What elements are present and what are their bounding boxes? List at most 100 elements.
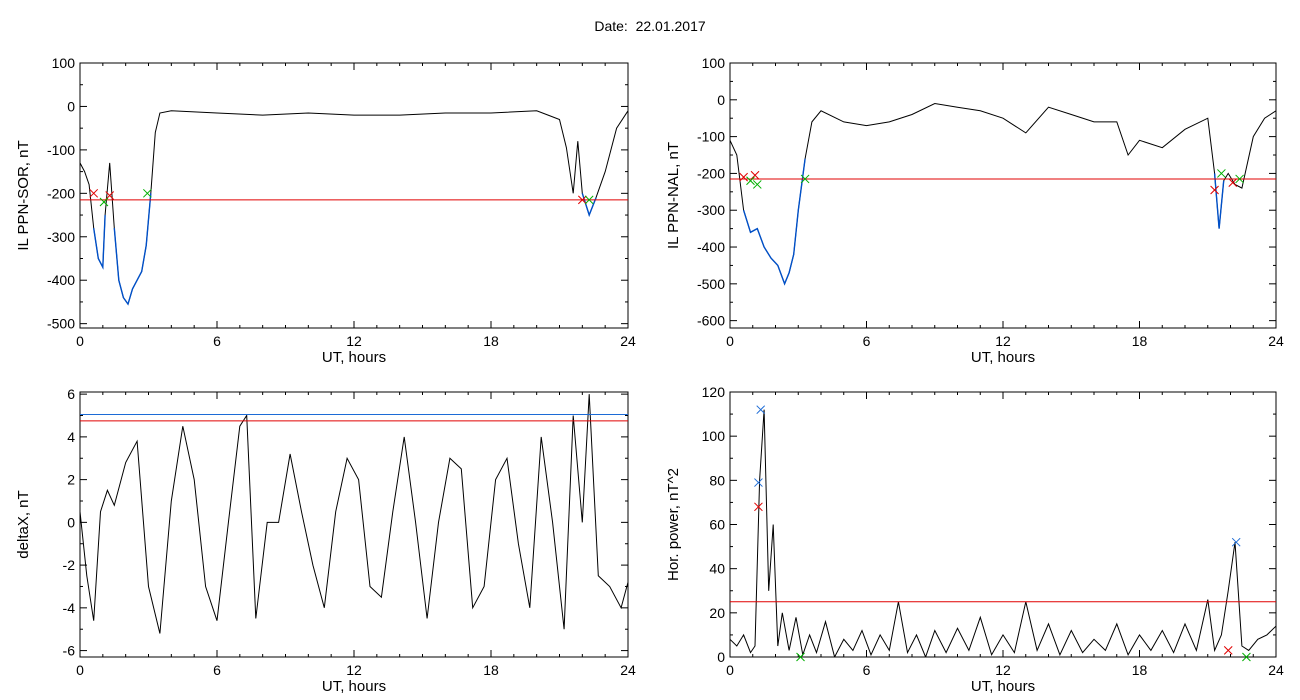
marker-x (143, 188, 152, 198)
marker-x (796, 652, 805, 662)
series-line (80, 394, 628, 634)
y-tick-label: 20 (709, 605, 725, 621)
plot-frame (729, 62, 1277, 329)
y-axis-label: deltaX, nT (15, 490, 32, 558)
marker-x (739, 172, 749, 182)
y-tick-label: 100 (702, 55, 726, 71)
x-tick-label: 6 (213, 333, 221, 349)
plot-area (80, 394, 628, 634)
y-tick-label: -100 (47, 142, 75, 158)
series-line (80, 110, 628, 306)
marker-x (1242, 652, 1251, 662)
x-tick-label: 0 (726, 662, 734, 678)
marker-x (99, 197, 109, 207)
y-tick-label: -400 (47, 272, 75, 288)
highlight-segment (113, 193, 152, 306)
x-tick-label: 24 (1268, 662, 1284, 678)
y-tick-label: -6 (63, 643, 76, 659)
panel-4: 0 6 12 18 24 0 20 40 60 80 100 120 UT, hours Hor. pow… (665, 384, 1284, 695)
highlight-segment (93, 214, 106, 270)
plot-frame (79, 62, 629, 329)
y-tick-label: 2 (67, 472, 75, 488)
y-tick-label: -2 (63, 557, 76, 573)
marker-x (756, 405, 766, 415)
marker-x (1223, 646, 1233, 655)
x-tick-label: 24 (1268, 333, 1284, 349)
plot-frame (79, 391, 629, 658)
y-tick-label: 0 (67, 98, 75, 114)
x-axis-label: UT, hours (322, 678, 386, 695)
y-tick-label: -500 (697, 276, 725, 292)
x-tick-label: 18 (1132, 333, 1148, 349)
y-tick-label: 120 (702, 384, 726, 400)
marker-x (1235, 174, 1244, 184)
y-tick-label: -200 (47, 185, 75, 201)
y-tick-label: -100 (697, 129, 725, 145)
x-tick-label: 18 (483, 333, 499, 349)
x-tick-label: 12 (346, 662, 362, 678)
y-tick-label: 80 (709, 472, 725, 488)
highlight-segment (581, 193, 597, 218)
x-tick-label: 0 (726, 333, 734, 349)
plot-area (730, 102, 1276, 286)
y-tick-label: -200 (697, 165, 725, 181)
marker-x (1217, 169, 1226, 178)
marker-x (750, 170, 760, 180)
y-axis-label: IL PPN-NAL, nT (665, 142, 682, 249)
x-tick-label: 6 (863, 662, 871, 678)
y-tick-label: 0 (717, 649, 725, 665)
x-tick-label: 18 (483, 662, 499, 678)
y-tick-label: -500 (47, 316, 75, 332)
marker-x (1231, 537, 1241, 547)
x-tick-label: 12 (346, 333, 362, 349)
x-axis-label: UT, hours (971, 678, 1035, 695)
x-tick-label: 18 (1132, 662, 1148, 678)
marker-x (1228, 178, 1238, 187)
panel-1: 0 6 12 18 24 -500 -400 -300 -200 -100 0 100 UT, hour… (15, 55, 636, 366)
marker-x (752, 180, 762, 189)
x-tick-label: 12 (995, 333, 1011, 349)
x-tick-label: 0 (76, 662, 84, 678)
y-tick-label: -400 (697, 239, 725, 255)
y-tick-label: 6 (67, 386, 75, 402)
y-axis-label: Hor. power, nT^2 (665, 468, 682, 581)
x-axis-label: UT, hours (322, 349, 386, 366)
x-tick-label: 12 (995, 662, 1011, 678)
x-axis-label: UT, hours (971, 349, 1035, 366)
plot-frame (729, 391, 1277, 658)
marker-x (754, 478, 763, 487)
marker-x (754, 502, 763, 512)
plot-area (80, 110, 628, 306)
y-tick-label: 0 (67, 514, 75, 530)
y-tick-label: 0 (717, 92, 725, 108)
y-tick-label: -300 (47, 229, 75, 245)
page-title: Date: 22.01.2017 (594, 18, 706, 34)
marker-x (577, 195, 587, 205)
y-tick-label: 100 (702, 428, 726, 444)
marker-x (800, 174, 810, 184)
x-tick-label: 24 (620, 333, 636, 349)
y-tick-label: 40 (709, 561, 725, 577)
marker-x (105, 191, 115, 200)
marker-x (1210, 185, 1219, 195)
y-tick-label: -4 (63, 600, 76, 616)
y-tick-label: 100 (52, 55, 76, 71)
x-tick-label: 0 (76, 333, 84, 349)
x-tick-label: 6 (213, 662, 221, 678)
plot-area (730, 409, 1276, 657)
y-tick-label: 4 (67, 429, 75, 445)
y-tick-label: 60 (709, 517, 725, 533)
marker-x (584, 195, 594, 205)
series-line (730, 102, 1276, 286)
x-tick-label: 24 (620, 662, 636, 678)
y-axis-label: IL PPN-SOR, nT (15, 140, 32, 250)
highlight-segment (742, 158, 806, 286)
panel-2: 0 6 12 18 24 -600 -500 -400 -300 -200 -100 0 100 UT, … (665, 55, 1284, 366)
marker-x (746, 176, 755, 186)
highlight-segment (1213, 173, 1225, 229)
series-line (730, 409, 1276, 657)
marker-x (89, 188, 99, 198)
